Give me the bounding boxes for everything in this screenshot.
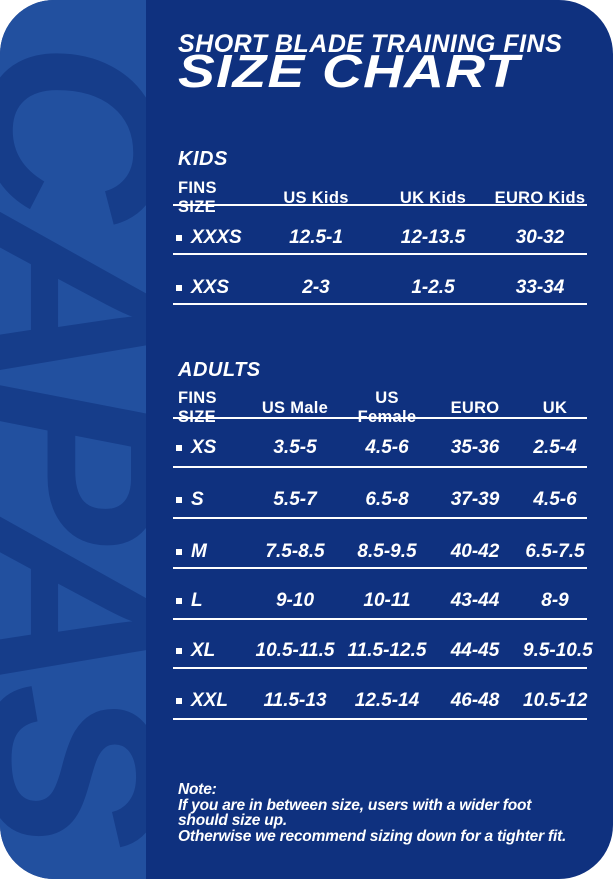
kids-col-fins-size: FINS SIZE: [178, 179, 217, 216]
note-line-3: Otherwise we recommend sizing down for a…: [178, 827, 567, 845]
size-label-xs: XS: [173, 437, 243, 459]
l-us-male: 9-10: [275, 590, 315, 611]
m-us-male: 7.5-8.5: [265, 541, 325, 562]
bullet-icon: [176, 235, 182, 241]
chart-content: SHORT BLADE TRAINING FINS SIZE CHART KID…: [173, 0, 593, 879]
xs-us-male: 3.5-5: [273, 437, 317, 458]
xxxs-euro: 30-32: [515, 227, 565, 248]
s-us-female: 6.5-8: [365, 489, 409, 510]
note-line-1: If you are in between size, users with a…: [178, 796, 532, 814]
xxl-us-male: 11.5-13: [263, 690, 327, 711]
table-row-s: S 5.5-7 6.5-8 37-39 4.5-6: [173, 489, 587, 511]
size-label-l: L: [173, 590, 243, 612]
kids-header-row: FINS SIZE US Kids UK Kids EURO Kids: [173, 179, 587, 216]
adults-col-us-female: US Female: [357, 389, 417, 426]
s-uk: 4.5-6: [533, 489, 577, 510]
row-divider: [173, 618, 587, 620]
note-block: Note: If you are in between size, users …: [178, 782, 566, 844]
l-euro: 43-44: [450, 590, 500, 611]
xs-euro: 35-36: [450, 437, 500, 458]
bullet-icon: [176, 445, 182, 451]
xl-us-female: 11.5-12.5: [347, 640, 427, 661]
xxs-euro: 33-34: [515, 277, 565, 298]
table-row-m: M 7.5-8.5 8.5-9.5 40-42 6.5-7.5: [173, 541, 587, 563]
table-row-xxl: XXL 11.5-13 12.5-14 46-48 10.5-12: [173, 690, 588, 712]
table-row-xxxs: XXXS 12.5-1 12-13.5 30-32: [173, 227, 587, 249]
xl-euro: 44-45: [450, 640, 500, 661]
l-us-female: 10-11: [363, 590, 411, 611]
kids-col-us: US Kids: [283, 188, 349, 207]
note-line-2: should size up.: [178, 812, 287, 830]
xxxs-uk: 12-13.5: [400, 227, 466, 248]
adults-col-uk: UK: [542, 398, 568, 417]
bullet-icon: [176, 648, 182, 654]
kids-col-euro: EURO Kids: [494, 188, 586, 207]
xxl-us-female: 12.5-14: [354, 690, 420, 711]
kids-section-label: KIDS: [178, 148, 228, 170]
adults-header-divider: [173, 417, 587, 419]
s-us-male: 5.5-7: [273, 489, 317, 510]
kids-header-divider: [173, 204, 587, 206]
bullet-icon: [176, 549, 182, 555]
chart-title: SIZE CHART: [178, 45, 521, 97]
xl-uk: 9.5-10.5: [523, 640, 593, 661]
s-euro: 37-39: [450, 489, 500, 510]
xxl-euro: 46-48: [450, 690, 500, 711]
brand-watermark: CAPAS: [0, 41, 146, 838]
bullet-icon: [176, 698, 182, 704]
row-divider: [173, 303, 587, 305]
adults-section-label: ADULTS: [178, 359, 261, 381]
adults-col-us-male: US Male: [261, 398, 329, 417]
note-label: Note:: [178, 781, 217, 798]
table-row-xxs: XXS 2-3 1-2.5 33-34: [173, 277, 587, 299]
row-divider: [173, 667, 587, 669]
size-label-xl: XL: [173, 640, 243, 662]
adults-col-euro: EURO: [450, 398, 500, 417]
row-divider: [173, 567, 587, 569]
row-divider: [173, 517, 587, 519]
table-row-l: L 9-10 10-11 43-44 8-9: [173, 590, 587, 612]
m-uk: 6.5-7.5: [525, 541, 585, 562]
chart-subtitle: SHORT BLADE TRAINING FINS: [178, 30, 563, 58]
size-label-xxl: XXL: [173, 690, 243, 712]
l-uk: 8-9: [541, 590, 569, 611]
row-divider: [173, 718, 587, 720]
xxxs-us: 12.5-1: [289, 227, 343, 248]
m-us-female: 8.5-9.5: [357, 541, 417, 562]
table-row-xs: XS 3.5-5 4.5-6 35-36 2.5-4: [173, 437, 587, 459]
xxs-uk: 1-2.5: [411, 277, 455, 298]
adults-header-row: FINS SIZE US Male US Female EURO UK: [173, 389, 587, 426]
size-label-s: S: [173, 489, 243, 511]
xxl-uk: 10.5-12: [523, 690, 588, 711]
xl-us-male: 10.5-11.5: [255, 640, 335, 661]
size-label-xxxs: XXXS: [173, 227, 259, 249]
table-row-xl: XL 10.5-11.5 11.5-12.5 44-45 9.5-10.5: [173, 640, 593, 662]
watermark-band: CAPAS: [0, 0, 146, 879]
adults-col-fins-size: FINS SIZE: [178, 389, 217, 426]
xs-us-female: 4.5-6: [365, 437, 409, 458]
size-label-m: M: [173, 541, 243, 563]
bullet-icon: [176, 497, 182, 503]
size-label-xxs: XXS: [173, 277, 259, 299]
bullet-icon: [176, 285, 182, 291]
bullet-icon: [176, 598, 182, 604]
m-euro: 40-42: [450, 541, 500, 562]
xs-uk: 2.5-4: [533, 437, 577, 458]
row-divider: [173, 253, 587, 255]
kids-col-uk: UK Kids: [399, 188, 467, 207]
xxs-us: 2-3: [302, 277, 330, 298]
row-divider: [173, 466, 587, 468]
